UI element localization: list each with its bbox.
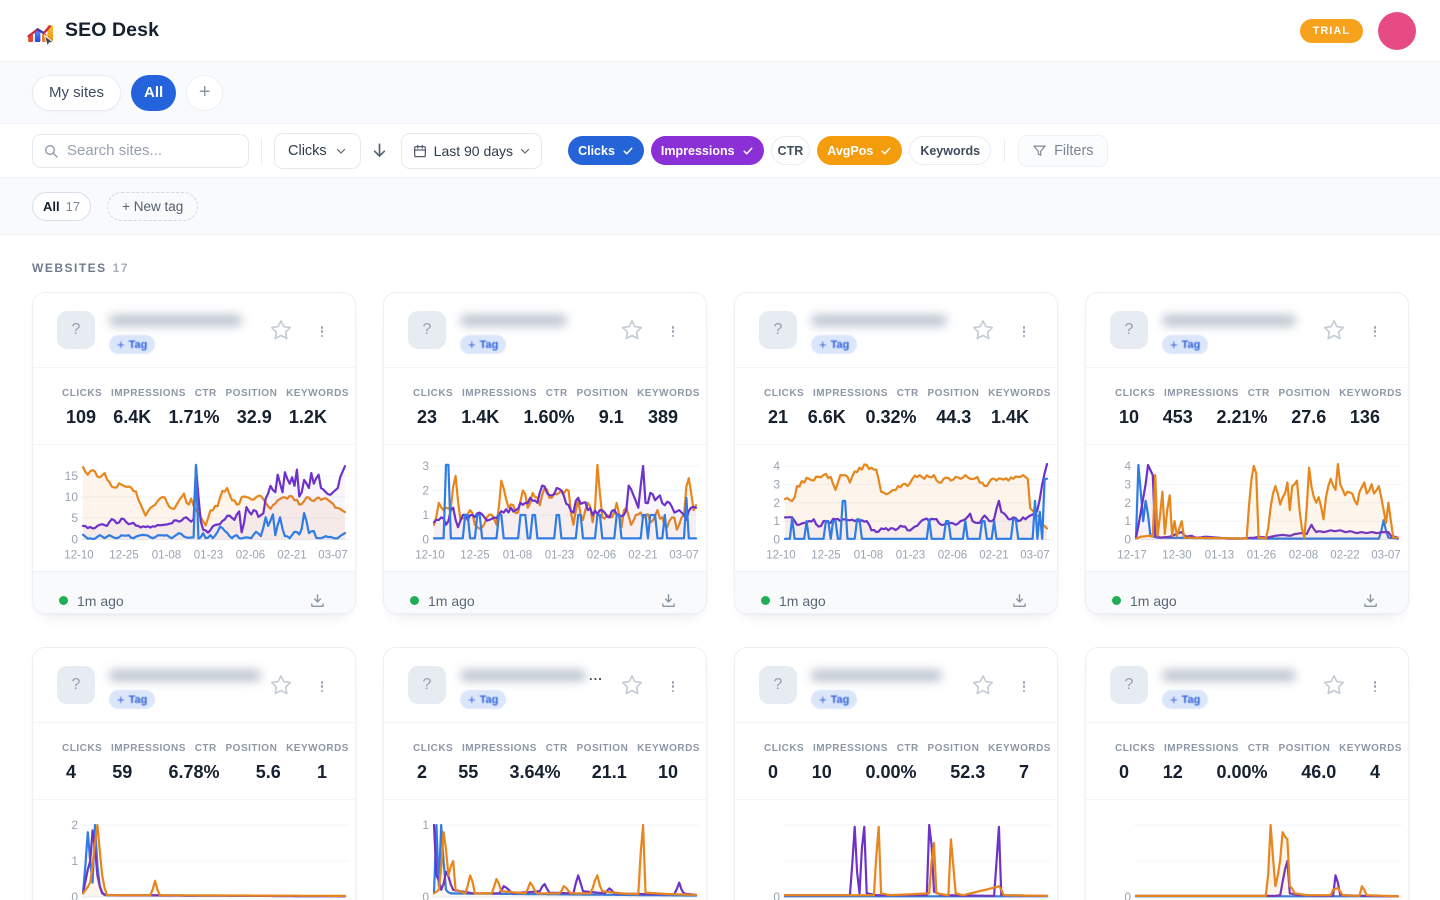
svg-text:01-08: 01-08 [152,550,181,562]
svg-text:02-21: 02-21 [277,550,306,562]
svg-text:3: 3 [422,459,429,473]
svg-text:2: 2 [1124,496,1131,510]
svg-text:0: 0 [1124,533,1131,547]
svg-text:2: 2 [71,818,78,832]
svg-text:12-10: 12-10 [415,550,444,562]
svg-text:1: 1 [422,818,429,832]
svg-text:15: 15 [65,469,79,483]
svg-text:02-22: 02-22 [1330,550,1359,562]
svg-text:01-23: 01-23 [896,550,925,562]
svg-text:0: 0 [773,533,780,547]
svg-text:12-30: 12-30 [1162,550,1191,562]
svg-text:01-26: 01-26 [1247,550,1276,562]
svg-text:1: 1 [71,854,78,868]
svg-text:10: 10 [65,490,79,504]
svg-text:02-21: 02-21 [979,550,1008,562]
svg-text:4: 4 [1124,459,1131,473]
svg-text:5: 5 [71,511,78,525]
svg-text:12-17: 12-17 [1117,550,1146,562]
svg-text:1: 1 [422,508,429,522]
svg-text:03-07: 03-07 [1020,550,1049,562]
svg-text:1: 1 [773,514,780,528]
svg-text:12-10: 12-10 [64,550,93,562]
svg-text:02-06: 02-06 [587,550,616,562]
svg-text:0: 0 [422,533,429,547]
svg-text:02-21: 02-21 [628,550,657,562]
svg-text:02-06: 02-06 [236,550,265,562]
svg-text:01-08: 01-08 [503,550,532,562]
svg-text:3: 3 [773,477,780,491]
svg-text:12-25: 12-25 [460,550,489,562]
svg-text:12-25: 12-25 [811,550,840,562]
svg-text:4: 4 [773,459,780,473]
svg-text:02-08: 02-08 [1289,550,1318,562]
svg-text:0: 0 [71,890,78,900]
svg-text:12-25: 12-25 [109,550,138,562]
svg-text:3: 3 [1124,477,1131,491]
svg-text:01-23: 01-23 [194,550,223,562]
svg-text:03-07: 03-07 [318,550,347,562]
svg-text:02-06: 02-06 [938,550,967,562]
svg-text:12-10: 12-10 [766,550,795,562]
svg-text:01-23: 01-23 [545,550,574,562]
svg-text:03-07: 03-07 [1371,550,1400,562]
svg-text:2: 2 [422,484,429,498]
svg-text:0: 0 [71,533,78,547]
svg-text:03-07: 03-07 [669,550,698,562]
svg-text:1: 1 [1124,514,1131,528]
svg-text:0: 0 [422,890,429,900]
svg-text:0: 0 [773,890,780,900]
svg-text:0: 0 [1124,890,1131,900]
svg-text:01-13: 01-13 [1205,550,1234,562]
svg-text:01-08: 01-08 [854,550,883,562]
svg-text:2: 2 [773,496,780,510]
